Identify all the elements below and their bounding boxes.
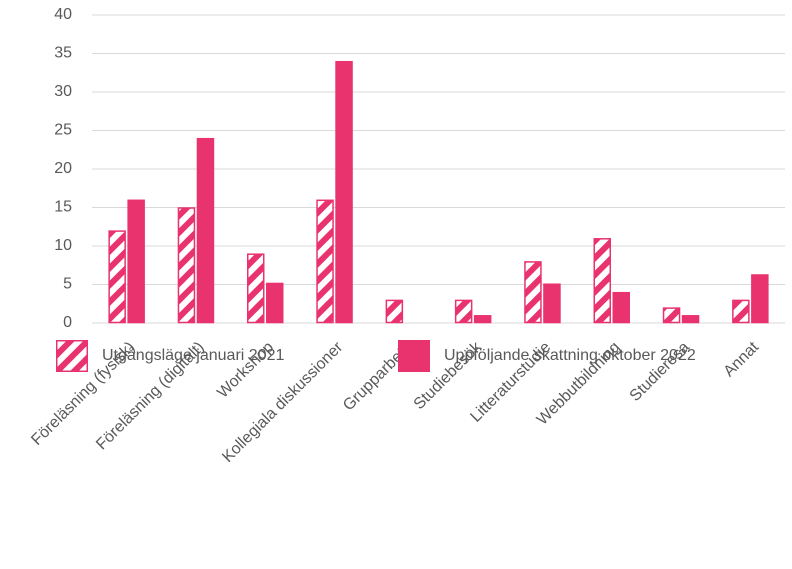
bar [127, 199, 145, 324]
y-tick-label: 30 [54, 83, 72, 100]
bar [681, 315, 700, 324]
y-tick-label: 5 [63, 276, 72, 293]
x-tick-label: Annat [721, 338, 763, 380]
bar [612, 291, 630, 324]
bar [385, 299, 404, 324]
y-tick-label: 20 [54, 160, 72, 177]
y-tick-label: 0 [63, 314, 72, 331]
bar [662, 307, 681, 324]
bar [473, 315, 492, 324]
bar [751, 274, 769, 324]
legend-label: Uppföljande skattning oktober 2022 [444, 347, 696, 364]
y-tick-label: 35 [54, 45, 72, 62]
legend-swatch [56, 340, 88, 372]
bar [335, 60, 353, 324]
legend-swatch [398, 340, 430, 372]
bar [177, 207, 196, 324]
y-tick-label: 10 [54, 237, 72, 254]
y-tick-label: 40 [54, 6, 72, 23]
bar [543, 283, 561, 324]
bar [108, 230, 126, 324]
y-tick-label: 25 [54, 122, 72, 139]
bar [266, 282, 284, 324]
bar [196, 137, 215, 324]
bar [732, 299, 750, 324]
bar [593, 238, 611, 324]
bar [247, 253, 265, 324]
bar [454, 299, 473, 324]
bar [316, 199, 334, 324]
y-tick-label: 15 [54, 199, 72, 216]
legend-label: Utgångsläge januari 2021 [102, 346, 284, 364]
bar [524, 261, 542, 324]
